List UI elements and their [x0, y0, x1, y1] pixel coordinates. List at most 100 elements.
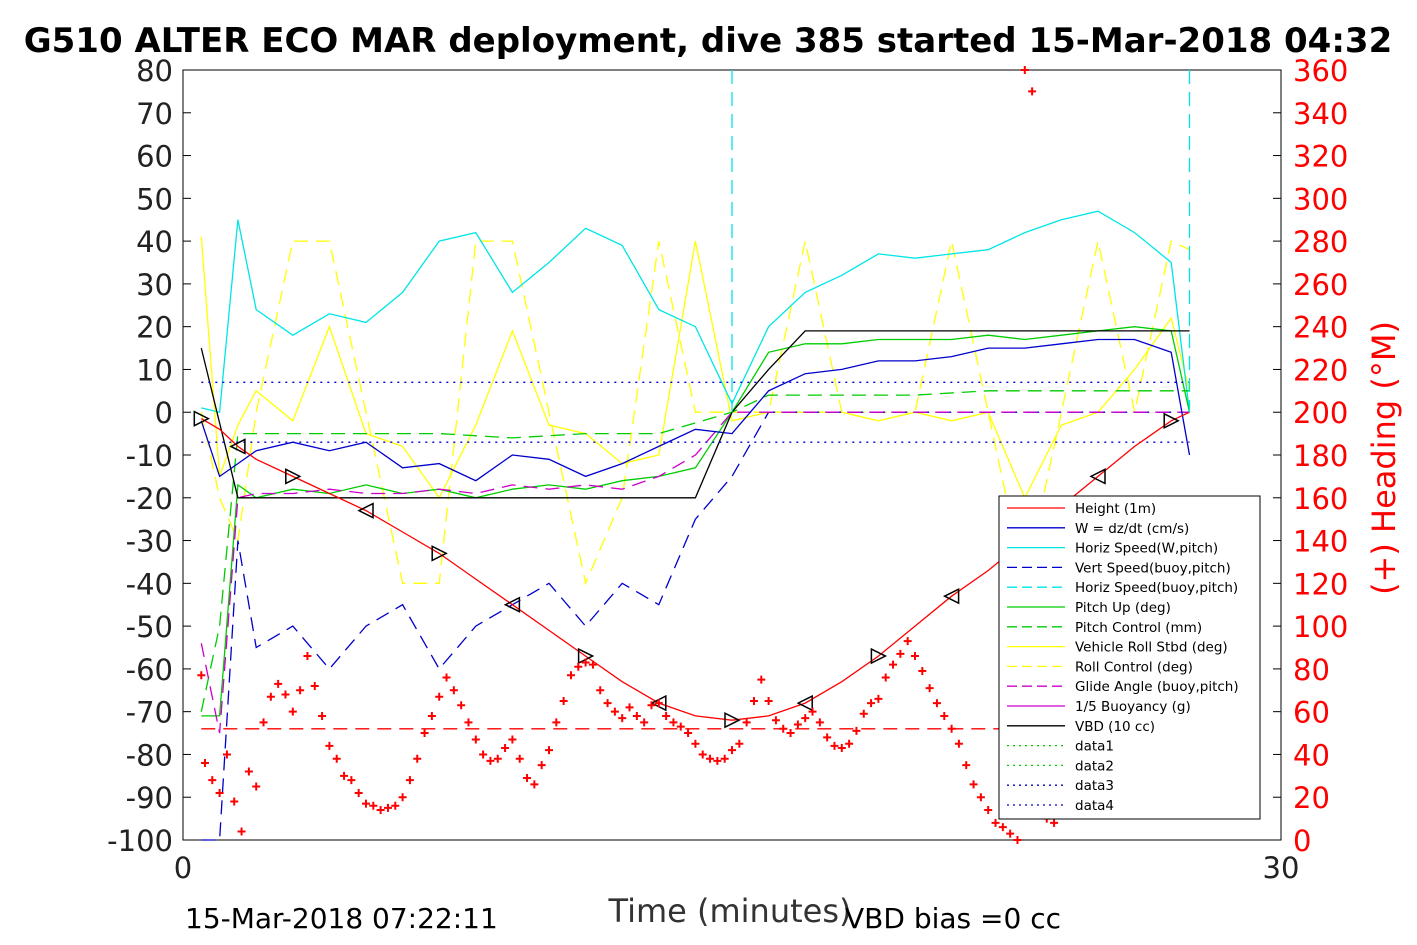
y-tick-label: -10: [126, 439, 173, 473]
y-tick-label: 40: [136, 225, 173, 259]
heading-point: [288, 707, 297, 716]
y-tick-label: 20: [136, 311, 173, 345]
heading-point: [310, 682, 319, 690]
y-tick-label: 30: [136, 268, 173, 302]
depth-marker: [431, 545, 448, 562]
legend-box: [998, 495, 1261, 820]
depth-marker: [796, 694, 813, 712]
heading-point: [376, 806, 385, 815]
depth-marker: [870, 647, 888, 665]
heading-point: [588, 660, 597, 669]
heading-point: [625, 703, 634, 712]
heading-point: [830, 741, 839, 750]
y2-tick-label: 80: [1293, 653, 1330, 687]
heading-point: [471, 735, 480, 744]
legend-label: Horiz Speed(buoy,pitch): [1075, 580, 1238, 596]
heading-point: [552, 718, 561, 727]
legend-label: data4: [1075, 798, 1114, 814]
legend-label: VBD (10 cc): [1075, 719, 1155, 735]
right-axis-label: (+) Heading (°M): [1365, 321, 1403, 595]
heading-point: [669, 718, 678, 727]
heading-point: [954, 739, 963, 748]
heading-point: [523, 773, 532, 782]
y-tick-label: -60: [126, 653, 173, 687]
heading-point: [197, 671, 206, 680]
y-tick-label: 10: [136, 353, 173, 387]
heading-point: [676, 722, 685, 731]
heading-point: [332, 754, 341, 763]
x-tick-label: 0: [174, 851, 192, 885]
heading-point: [632, 711, 641, 720]
chart-title: G510 ALTER ECO MAR deployment, dive 385 …: [24, 21, 1393, 61]
heading-point: [457, 701, 466, 710]
heading-point: [940, 711, 949, 720]
y-tick-label: -70: [126, 696, 173, 730]
heading-point: [369, 801, 378, 810]
heading-point: [537, 761, 546, 770]
heading-point: [801, 714, 810, 723]
legend-label: data2: [1075, 758, 1114, 774]
legend-label: Glide Angle (buoy,pitch): [1075, 679, 1239, 695]
heading-point: [464, 718, 473, 727]
heading-point: [749, 696, 758, 705]
heading-point: [962, 761, 971, 770]
heading-point: [859, 709, 868, 718]
heading-point: [442, 673, 451, 682]
heading-point: [911, 652, 919, 661]
depth-marker: [285, 468, 302, 485]
heading-point: [720, 754, 729, 763]
depth-marker: [193, 410, 210, 427]
heading-point: [698, 750, 707, 759]
y2-tick-label: 320: [1293, 140, 1348, 174]
heading-point: [903, 637, 912, 646]
heading-point: [662, 711, 671, 720]
y2-tick-label: 240: [1293, 311, 1348, 345]
legend-label: Vert Speed(buoy,pitch): [1075, 560, 1231, 576]
y-tick-label: -30: [126, 525, 173, 559]
heading-point: [1050, 818, 1059, 827]
heading-point: [1006, 829, 1015, 838]
heading-point: [845, 739, 854, 748]
footer-timestamp: 15-Mar-2018 07:22:11: [185, 902, 498, 935]
heading-point: [947, 724, 956, 733]
legend-label: Pitch Up (deg): [1075, 600, 1171, 616]
axis-layer: 80706050403020100-10-20-30-40-50-60-70-8…: [107, 54, 1348, 885]
heading-point: [354, 788, 363, 797]
heading-point: [281, 690, 290, 699]
heading-point: [1013, 836, 1022, 844]
heading-point: [362, 799, 370, 808]
legend-label: Roll Control (deg): [1075, 659, 1193, 675]
heading-point: [493, 754, 502, 763]
y2-tick-label: 280: [1293, 225, 1348, 259]
heading-point: [757, 675, 766, 684]
x-axis-label: Time (minutes): [608, 892, 852, 930]
heading-point: [881, 673, 890, 682]
heading-point: [618, 714, 627, 723]
y2-tick-label: 20: [1293, 781, 1330, 815]
heading-point: [823, 733, 832, 742]
heading-point: [610, 707, 619, 716]
y-tick-label: 60: [136, 140, 173, 174]
heading-point: [266, 692, 275, 701]
heading-point: [259, 718, 268, 727]
heading-point: [867, 699, 876, 708]
heading-point: [640, 718, 649, 727]
heading-point: [566, 671, 575, 680]
heading-point: [559, 696, 568, 705]
y-tick-label: 80: [136, 54, 173, 88]
heading-point: [383, 803, 392, 812]
y-tick-label: -100: [107, 824, 173, 858]
heading-point: [208, 776, 217, 785]
heading-point: [222, 750, 231, 759]
heading-point: [515, 754, 524, 763]
legend-label: data1: [1075, 739, 1114, 755]
heading-point: [449, 686, 458, 695]
legend-label: Pitch Control (mm): [1075, 620, 1202, 636]
heading-point: [545, 746, 553, 755]
heading-point: [779, 724, 788, 733]
series-line-pitch-up-deg-: [201, 326, 1191, 717]
y-tick-label: 70: [136, 97, 173, 131]
heading-point: [654, 699, 663, 708]
series-line-w-dz-dt-cm-s-: [200, 338, 1191, 482]
depth-marker: [357, 502, 374, 519]
